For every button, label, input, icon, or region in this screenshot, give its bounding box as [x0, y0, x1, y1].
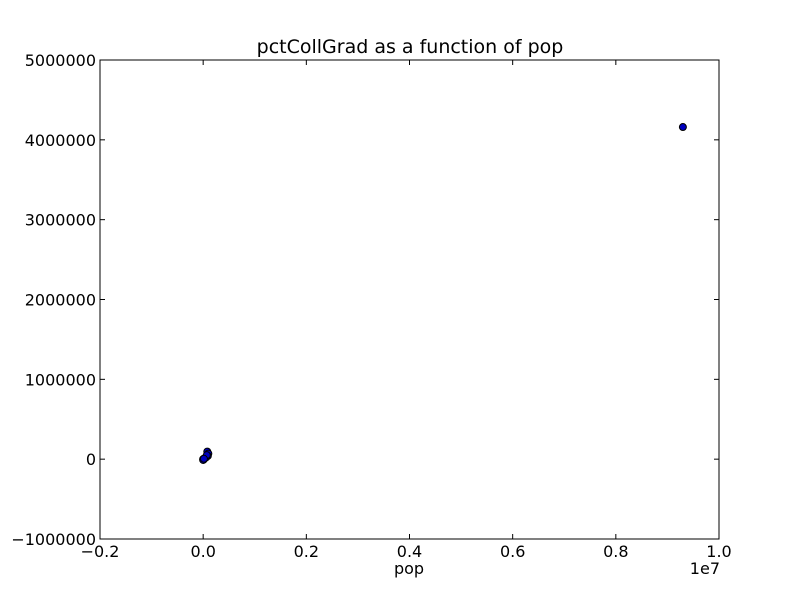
y-tick-label: 4000000 [25, 131, 96, 150]
x-tick-label: 0.6 [500, 542, 525, 561]
x-tick-label: 0.0 [190, 542, 215, 561]
y-tick-label: 3000000 [25, 211, 96, 230]
y-tick-label: 0 [86, 450, 96, 469]
data-point [200, 455, 207, 462]
x-axis-label: pop [394, 559, 424, 578]
data-point [679, 124, 686, 131]
y-tick-label: 1000000 [25, 370, 96, 389]
y-tick-label: 5000000 [25, 51, 96, 70]
x-axis-offset-label: 1e7 [690, 559, 720, 578]
y-tick-label: 2000000 [25, 291, 96, 310]
chart-title: pctCollGrad as a function of pop [257, 36, 564, 58]
y-tick-label: −1000000 [11, 530, 96, 549]
x-tick-label: 0.2 [294, 542, 319, 561]
x-tick-label: 0.8 [603, 542, 628, 561]
